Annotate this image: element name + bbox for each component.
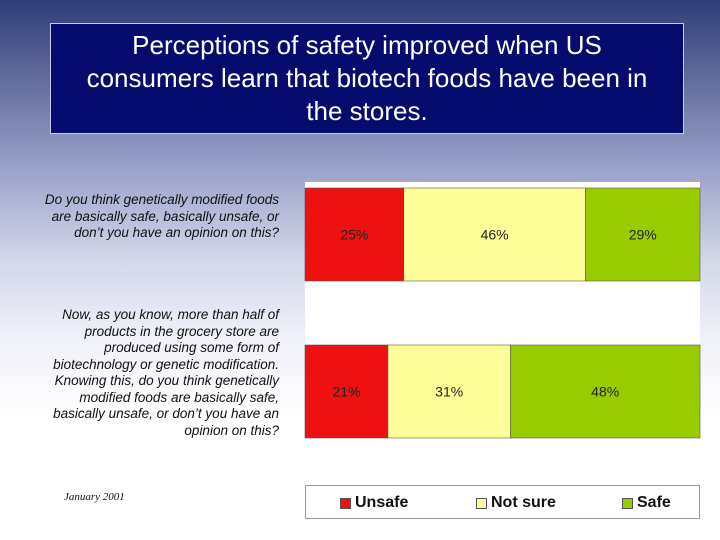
title-box: Perceptions of safety improved when US c… (50, 23, 684, 134)
page-title: Perceptions of safety improved when US c… (86, 30, 648, 126)
legend: Unsafe Not sure Safe (305, 485, 700, 519)
legend-label-unsafe: Unsafe (355, 494, 409, 511)
bar-safe-q2 (510, 344, 701, 439)
bar-unsafe-q2 (304, 344, 389, 439)
data-label-safe-q1: 29% (629, 227, 657, 243)
question-2: Now, as you know, more than half of prod… (53, 307, 279, 438)
date-footnote: January 2001 (64, 491, 125, 503)
legend-item-unsafe: Unsafe (340, 494, 408, 512)
bar-safe-q1 (585, 187, 701, 282)
data-label-not-sure-q2: 31% (435, 384, 463, 400)
data-label-safe-q2: 48% (591, 384, 619, 400)
legend-swatch-not-sure (476, 497, 487, 509)
data-label-unsafe-q1: 25% (340, 227, 368, 243)
legend-swatch-unsafe (340, 497, 351, 509)
legend-label-not-sure: Not sure (491, 494, 556, 511)
legend-swatch-safe (622, 497, 633, 509)
question-1: Do you think genetically modified foods … (44, 192, 279, 240)
legend-item-not-sure: Not sure (476, 494, 556, 512)
data-label-not-sure-q1: 46% (481, 227, 509, 243)
legend-item-safe: Safe (622, 494, 671, 512)
bar-not-sure-q2 (387, 344, 511, 439)
bar-unsafe-q1 (304, 187, 405, 282)
bar-not-sure-q1 (403, 187, 586, 282)
data-label-unsafe-q2: 21% (332, 384, 360, 400)
legend-label-safe: Safe (637, 494, 671, 511)
